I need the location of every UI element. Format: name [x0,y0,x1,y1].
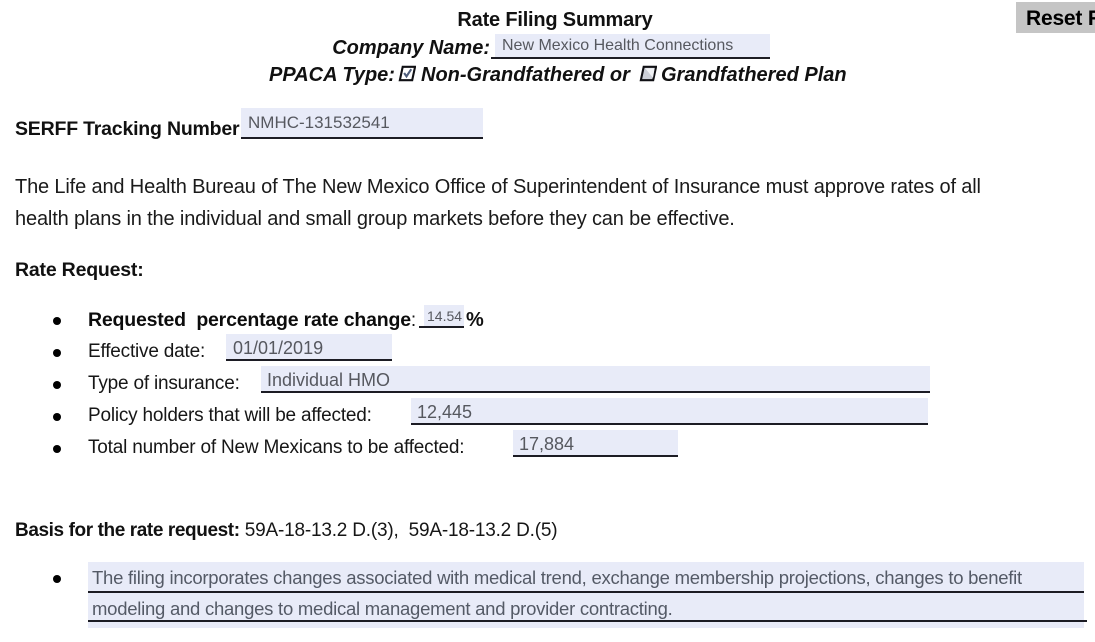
narrative-ruled-line-2 [88,620,1087,622]
narrative-line-2[interactable]: modeling and changes to medical manageme… [92,598,673,619]
grandfathered-label: Grandfathered Plan [661,64,847,86]
company-name-underline [491,57,770,59]
bullet-icon [53,413,61,421]
narrative-ruled-line-1 [88,591,1084,593]
non-grandfathered-label: Non-Grandfathered or [421,64,630,86]
company-name-field[interactable] [495,34,770,58]
policy-holders-label: Policy holders that will be affected: [88,405,372,426]
effective-date-field[interactable] [226,334,392,359]
grandfathered-checkbox-unchecked-icon[interactable] [638,64,657,83]
total-affected-underline [513,455,678,457]
basis-label: Basis for the rate request: [15,520,240,541]
insurance-type-label: Type of insurance: [88,373,240,394]
effective-date-underline [226,359,392,361]
basis-value: 59A-18-13.2 D.(3), 59A-18-13.2 D.(5) [244,520,558,541]
insurance-type-field[interactable] [261,366,930,391]
non-grandfathered-checkbox-checked-icon[interactable] [397,64,416,83]
rate-change-value[interactable]: 14.54 [427,308,463,324]
page-title: Rate Filing Summary [457,9,653,31]
rate-change-field[interactable] [424,305,464,326]
insurance-type-value[interactable]: Individual HMO [267,370,391,390]
intro-paragraph-line-2: health plans in the individual and small… [15,208,735,230]
total-affected-value[interactable]: 17,884 [519,434,575,454]
narrative-field[interactable] [88,562,1084,628]
policy-holders-underline [411,423,928,425]
narrative-line-1[interactable]: The filing incorporates changes associat… [92,567,1022,588]
serff-tracking-underline [241,137,483,139]
rate-change-separator: : [410,310,416,331]
ppaca-type-label: PPACA Type: [269,64,395,86]
insurance-type-underline [261,391,930,393]
bullet-icon [53,349,61,357]
effective-date-value[interactable]: 01/01/2019 [233,338,324,358]
reset-form-button[interactable]: Reset Form [1016,2,1095,33]
rate-change-underline [419,326,464,328]
effective-date-label: Effective date: [88,341,206,362]
rate-request-heading: Rate Request: [15,259,144,281]
total-affected-field[interactable] [513,430,678,455]
serff-tracking-field[interactable] [241,108,483,137]
bullet-icon [53,381,61,389]
serff-tracking-label: SERFF Tracking Number: [15,118,246,140]
total-affected-label: Total number of New Mexicans to be affec… [88,437,465,458]
policy-holders-field[interactable] [411,398,928,423]
bullet-icon [53,575,61,583]
company-name-label: Company Name: [332,37,490,59]
policy-holders-value[interactable]: 12,445 [417,402,473,422]
intro-paragraph-line-1: The Life and Health Bureau of The New Me… [15,176,981,198]
bullet-icon [53,317,61,325]
bullet-icon [53,445,61,453]
serff-tracking-value[interactable]: NMHC-131532541 [248,113,390,132]
percent-sign: % [466,309,484,331]
company-name-value[interactable]: New Mexico Health Connections [502,37,734,54]
rate-change-label: Requested percentage rate change [88,309,411,331]
